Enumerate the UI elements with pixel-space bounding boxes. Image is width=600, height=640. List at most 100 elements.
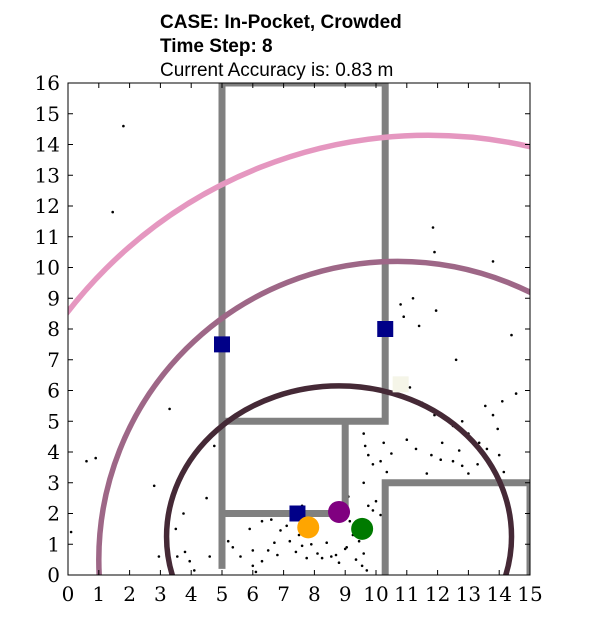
particle-point (285, 524, 289, 528)
particle-point (439, 458, 443, 462)
chart-title-line-3: Current Accuracy is: 0.83 m (160, 60, 393, 81)
x-tick-label: 0 (62, 582, 75, 606)
x-tick-label: 5 (216, 582, 229, 606)
particle-point (213, 444, 216, 448)
particle-point (297, 533, 301, 537)
particle-point (467, 472, 470, 475)
particle-point (270, 518, 273, 521)
particle-point (457, 449, 461, 452)
particle-point (367, 504, 370, 508)
axes: 0 1 2 3 4 5 6 7 8 9 10 11 12 13 14 15012345678910111213… (35, 71, 543, 606)
particle-point (510, 333, 513, 337)
particle-point (367, 453, 370, 457)
y-tick-label: 7 (47, 348, 60, 372)
anchor-square (214, 336, 230, 353)
y-tick-label: 9 (47, 286, 60, 310)
y-tick-label: 15 (35, 102, 60, 126)
particle-point (288, 539, 292, 543)
plot-content (68, 83, 530, 575)
particle-point (371, 509, 375, 512)
x-tick-label: 12 (425, 582, 450, 606)
range-circle (163, 383, 515, 575)
y-tick-label: 2 (47, 502, 60, 526)
particle-point (411, 297, 415, 300)
particle-point (440, 441, 444, 445)
particle-point (460, 464, 464, 468)
particle-point (371, 463, 375, 466)
particle-point (363, 444, 367, 448)
particle-point (402, 315, 406, 319)
particle-point (279, 529, 282, 532)
particle-point (111, 210, 114, 214)
particle-point (205, 496, 208, 500)
x-tick-label: 11 (394, 582, 419, 606)
particle-point (294, 550, 298, 554)
particle-point (174, 527, 178, 531)
particle-point (239, 555, 242, 558)
particle-point (496, 427, 500, 431)
particle-point (362, 432, 366, 435)
estimate-point-green (351, 517, 374, 540)
anchor-square (289, 505, 306, 522)
x-tick-label: 2 (123, 582, 136, 606)
particle-point (176, 555, 179, 558)
particle-point (226, 539, 230, 543)
particle-point (168, 407, 171, 411)
particle-point (260, 519, 264, 523)
range-circle (68, 132, 530, 317)
particle-point (433, 250, 436, 254)
y-tick-label: 12 (35, 194, 60, 218)
x-tick-label: 7 (277, 582, 290, 606)
particle-point (379, 513, 382, 517)
particle-point (157, 555, 161, 558)
particle-point (266, 549, 270, 552)
range-circle (96, 258, 530, 575)
anchor-square (377, 321, 394, 337)
particle-point (273, 541, 276, 544)
x-tick-label: 10 (363, 582, 388, 606)
x-tick-label: 3 (154, 582, 167, 606)
particle-point (454, 358, 458, 362)
particle-point (325, 541, 329, 544)
particle-point (85, 459, 88, 463)
particle-point (231, 546, 235, 549)
y-tick-label: 13 (35, 163, 60, 187)
x-tick-label: 8 (308, 582, 321, 606)
y-tick-label: 14 (35, 133, 60, 157)
particle-point (414, 447, 418, 451)
chart-title-line-1: CASE: In-Pocket, Crowded (160, 12, 402, 33)
y-tick-label: 11 (35, 225, 60, 249)
particle-point (385, 470, 389, 474)
y-tick-label: 3 (47, 471, 60, 495)
y-tick-label: 16 (35, 71, 60, 95)
particle-point (360, 564, 364, 568)
particle-point (305, 556, 309, 560)
chart-title-line-2: Time Step: 8 (160, 36, 273, 57)
particle-point (362, 552, 366, 555)
y-tick-label: 5 (47, 409, 60, 433)
y-tick-label: 1 (47, 532, 60, 556)
particle-point (357, 539, 361, 543)
particle-point (476, 463, 479, 466)
particle-point (330, 555, 333, 558)
particle-point (365, 569, 369, 572)
particle-point (248, 527, 251, 531)
particle-point (399, 303, 402, 306)
particle-point (374, 499, 378, 503)
particle-point (390, 452, 393, 455)
particle-point (188, 559, 191, 563)
faded-marker (392, 376, 409, 393)
x-tick-label: 14 (486, 582, 511, 606)
wall-line (218, 83, 389, 569)
x-tick-label: 13 (456, 582, 481, 606)
y-tick-label: 6 (47, 379, 60, 403)
wall-line (381, 479, 530, 575)
estimate-point-orange (297, 516, 320, 539)
particle-point (491, 260, 495, 263)
particle-point (260, 559, 264, 563)
particle-point (300, 544, 304, 548)
particle-point (152, 484, 156, 488)
particle-point (502, 470, 506, 474)
particle-point (514, 392, 518, 395)
